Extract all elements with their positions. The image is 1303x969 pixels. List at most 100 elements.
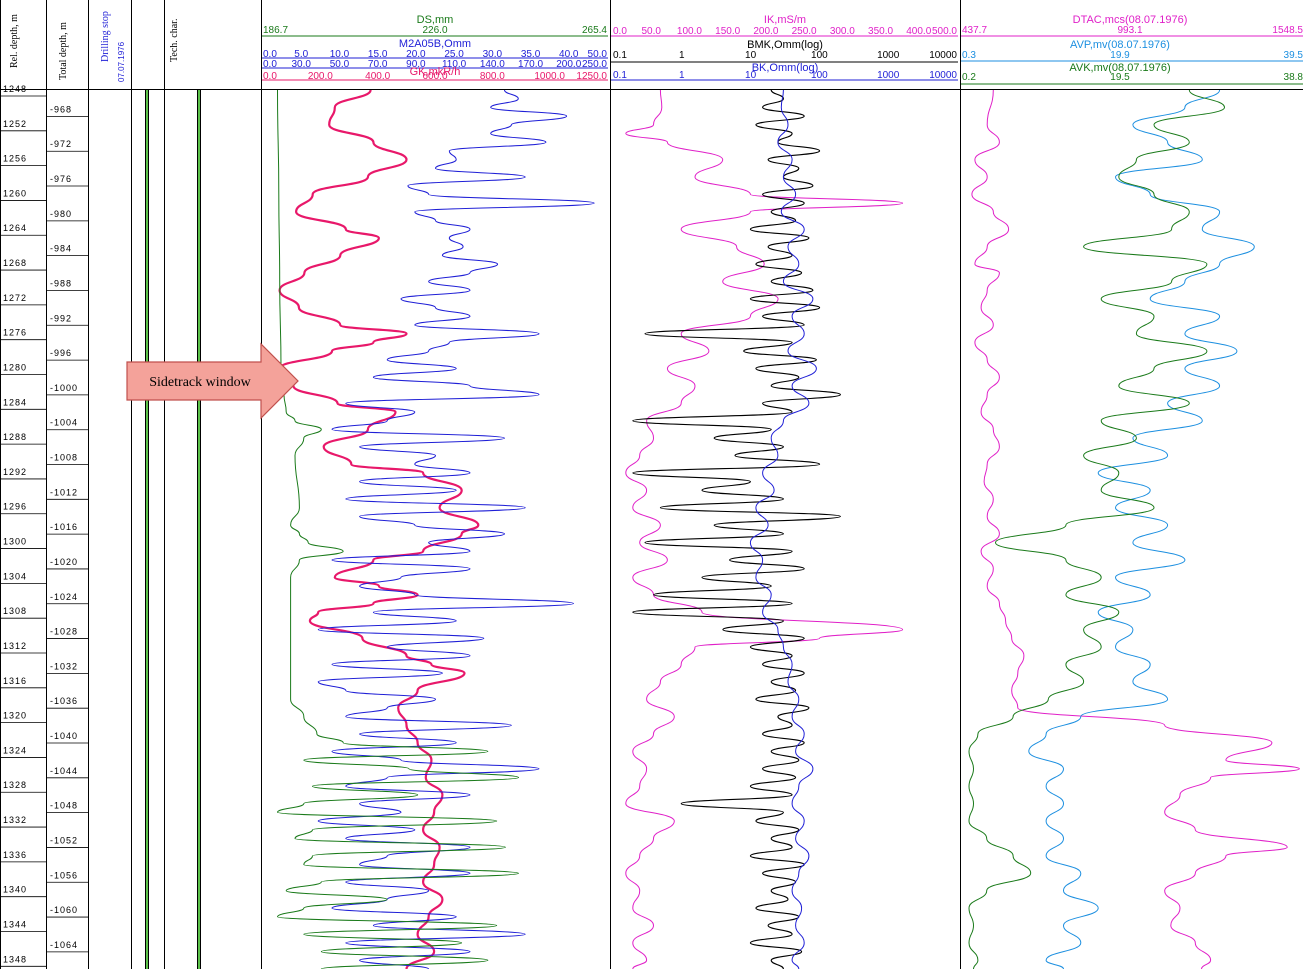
curve-ik-ms-m [625,89,904,969]
m2a05b-tick-label: 25.0 [444,49,464,60]
total-depth-tick: -996 [50,348,72,358]
m2a05b-tick-label: 40.0 [559,49,579,60]
rel-depth-tick: 1248 [3,84,27,94]
ik-tick-label: 100.0 [677,26,702,37]
bk-ticks: 0.1 1 10 100 1000 10000 [613,70,957,81]
bmk-tick-label: 100 [811,50,828,61]
bmk-curve-name: BMK,Omm(log) [747,39,823,51]
total-depth-title: Total depth, m [58,22,69,80]
second-scale-tick-label: 50.0 [330,59,350,70]
total-depth-tick: -968 [50,104,72,114]
second-scale-tick-label: 30.0 [291,59,311,70]
rel-depth-tick: 1288 [3,432,27,442]
rel-depth-tick: 1340 [3,885,27,895]
bk-tick-label: 1 [679,70,685,81]
second-scale-tick-label: 90.0 [406,59,426,70]
tech-strip-left-fill [146,90,148,969]
sidetrack-label: Sidetrack window [149,375,251,390]
rel-depth-tick: 1332 [3,815,27,825]
rel-depth-tick: 1312 [3,641,27,651]
rel-depth-tick: 1252 [3,119,27,129]
ds-right: 265.4 [582,25,607,36]
total-depth-tick: -984 [50,244,72,254]
total-depth-tick: -1032 [50,661,78,671]
m2a05b-tick-label: 10.0 [330,49,350,60]
curve-m2a05b-omm [317,89,595,969]
total-depth-tick: -1036 [50,696,78,706]
ik-tick-label: 350.0 [868,26,893,37]
rel-depth-tick: 1292 [3,467,27,477]
second-scale-tick-label: 170.0 [518,59,543,70]
rel-depth-title: Rel. depth, m [9,14,20,68]
avk-curve-name: AVK,mv(08.07.1976) [1069,62,1170,74]
ik-tick-label: 0.0 [613,26,627,37]
bmk-tick-label: 1000 [877,50,900,61]
ik-tick-label: 150.0 [715,26,740,37]
curve-bk-omm-log [749,89,817,969]
avk-mid: 19.5 [1110,72,1130,83]
dtac-curve-name: DTAC,mcs(08.07.1976) [1073,14,1188,26]
total-depth-tick: -1020 [50,557,78,567]
m2a05b-tick-label: 5.0 [294,49,308,60]
drilling-stop-title: Drilling stop [100,11,111,62]
rel-depth-tick: 1284 [3,397,27,407]
total-depth-tick: -1012 [50,487,78,497]
total-depth-tick: -976 [50,174,72,184]
ik-tick-label: 300.0 [830,26,855,37]
rel-depth-tick: 1296 [3,502,27,512]
gk-tick-label: 1000.0 [534,71,565,82]
ds-mid: 226.0 [422,25,447,36]
total-depth-tick: -1000 [50,383,78,393]
gk-ticks: 0.0 200.0 400.0 600.0 800.0 1000.0 1250.0 [263,71,607,82]
curve-dtac-mcs-08-07-1976 [971,89,1300,969]
gk-tick-label: 800.0 [480,71,505,82]
m2a05b-tick-label: 15.0 [368,49,388,60]
gk-tick-label: 400.0 [365,71,390,82]
total-depth-tick: -1056 [50,870,78,880]
total-depth-tick: -1016 [50,522,78,532]
ds-curve-name: DS,mm [417,14,454,26]
m2a05b-ticks: 0.0 5.0 10.0 15.0 20.0 25.0 30.0 35.0 40.0 50.0 [263,49,607,60]
rel-depth-tick: 1316 [3,676,27,686]
bmk-tick-label: 1 [679,50,685,61]
rel-depth-tick: 1348 [3,954,27,964]
sidetrack-arrow [126,342,299,420]
gk-tick-label: 0.0 [263,71,277,82]
track1-header: DS,mm 186.7 226.0 265.4 M2A05B,Omm 0.0 5.… [262,14,608,82]
bk-tick-label: 1000 [877,70,900,81]
second-scale-ticks: 0.0 30.0 50.0 70.0 90.0 110.0 140.0 170.0 200.0 2… [263,59,607,70]
m2a05b-tick-label: 35.0 [521,49,541,60]
ik-tick-label: 400.0 [906,26,931,37]
bk-tick-label: 10000 [929,70,957,81]
total-depth-tick: -980 [50,209,72,219]
track2-header: IK,mS/m 0.0 50.0 100.0 150.0 200.0 250.0 300.0… [611,14,958,81]
avp-right: 39.5 [1284,50,1303,61]
ds-left: 186.7 [263,25,288,36]
rel-depth-tick: 1280 [3,362,27,372]
log-curves [267,89,1300,969]
rel-depth-tick: 1304 [3,571,27,581]
avp-curve-name: AVP,mv(08.07.1976) [1070,39,1170,51]
total-depth-tick: -972 [50,139,72,149]
ik-tick-label: 250.0 [792,26,817,37]
total-depth-tick: -1008 [50,453,78,463]
total-depth-tick: -1052 [50,835,78,845]
bmk-tick-label: 10000 [929,50,957,61]
dtac-mid: 993.1 [1117,25,1142,36]
m2a05b-tick-label: 0.0 [263,49,277,60]
ik-ticks: 0.0 50.0 100.0 150.0 200.0 250.0 300.0 350.0 400… [613,26,957,37]
bk-tick-label: 0.1 [613,70,627,81]
gk-curve-name: GK,mkR/h [410,66,461,78]
rel-depth-tick: 1276 [3,328,27,338]
tech-char-strips [145,90,201,969]
avp-left: 0.3 [962,50,976,61]
total-depth-tick: -1028 [50,627,78,637]
ik-tick-label: 50.0 [641,26,661,37]
curve-avk-mv-08-07-1976 [968,89,1226,969]
bk-tick-label: 100 [811,70,828,81]
rel-depth-tick: 1268 [3,258,27,268]
avp-mid: 19.9 [1110,50,1130,61]
second-scale-tick-label: 140.0 [480,59,505,70]
